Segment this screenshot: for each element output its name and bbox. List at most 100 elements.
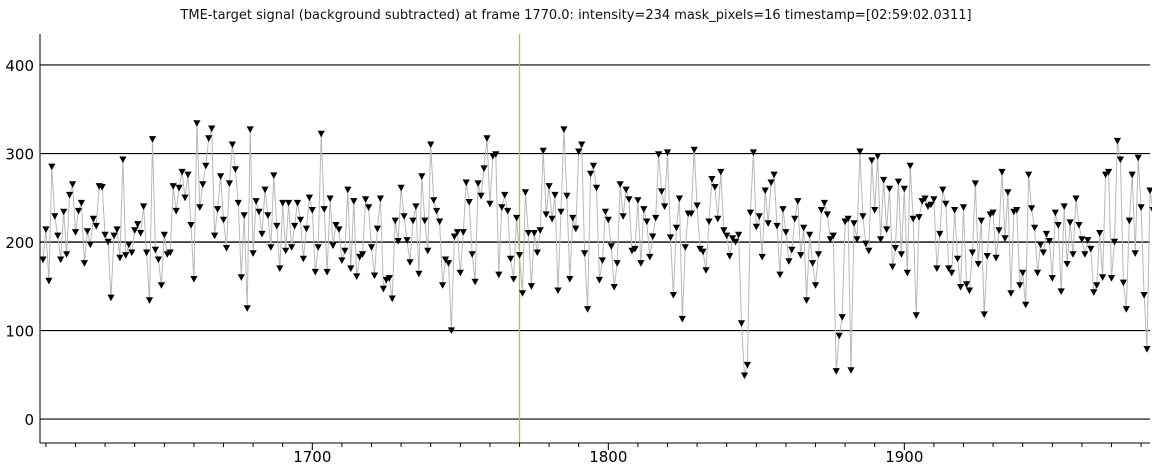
data-point-marker — [436, 218, 444, 226]
data-point-marker — [338, 257, 346, 264]
data-point-marker — [430, 197, 438, 204]
data-point-marker — [655, 151, 663, 158]
data-point-marker — [376, 195, 384, 203]
data-point-marker — [737, 320, 746, 327]
data-point-marker — [951, 207, 959, 214]
data-point-marker — [533, 249, 541, 257]
data-point-marker — [749, 149, 757, 156]
data-point-marker — [859, 213, 867, 220]
data-point-marker — [1054, 222, 1062, 229]
data-point-marker — [243, 305, 251, 312]
data-point-marker — [959, 204, 968, 211]
data-point-marker — [894, 178, 902, 186]
data-point-marker — [811, 282, 820, 289]
data-point-marker — [939, 186, 947, 194]
data-point-marker — [702, 267, 710, 274]
data-point-marker — [942, 200, 950, 208]
data-point-marker — [690, 146, 698, 154]
data-point-marker — [1096, 230, 1104, 237]
data-point-marker — [131, 227, 139, 234]
data-point-marker — [498, 204, 506, 211]
data-point-marker — [589, 162, 598, 170]
data-point-marker — [1140, 292, 1148, 299]
data-point-marker — [717, 168, 725, 176]
grid-layer — [40, 64, 1150, 420]
data-point-marker — [983, 253, 991, 260]
data-point-marker — [276, 265, 284, 272]
data-point-marker — [699, 248, 707, 256]
data-point-marker — [530, 230, 538, 237]
data-point-marker — [450, 233, 458, 241]
x-tick-label: 1900 — [885, 448, 923, 466]
data-point-marker — [1125, 217, 1133, 225]
data-point-marker — [601, 208, 609, 216]
data-point-marker — [279, 199, 287, 207]
data-point-marker — [1028, 205, 1036, 212]
data-point-marker — [1110, 238, 1119, 246]
data-point-marker — [365, 204, 373, 211]
data-point-marker — [1119, 279, 1127, 287]
data-point-marker — [1007, 290, 1015, 297]
data-point-marker — [1113, 137, 1121, 145]
data-point-marker — [853, 236, 861, 243]
data-point-marker — [57, 256, 65, 264]
data-point-marker — [293, 199, 302, 207]
data-point-marker — [394, 238, 402, 245]
data-point-marker — [1048, 275, 1056, 282]
data-point-marker — [954, 255, 962, 263]
data-point-marker — [1051, 209, 1059, 217]
data-point-marker — [649, 233, 657, 241]
data-point-marker — [631, 245, 639, 253]
data-point-marker — [474, 180, 482, 187]
data-point-marker — [1107, 275, 1116, 282]
data-point-marker — [190, 276, 198, 283]
data-point-marker — [646, 253, 654, 261]
data-point-marker — [906, 162, 914, 170]
data-point-marker — [723, 232, 731, 240]
data-point-marker — [613, 260, 621, 267]
data-point-marker — [329, 242, 337, 249]
data-point-marker — [625, 196, 633, 203]
data-point-marker — [962, 281, 971, 288]
data-point-marker — [326, 195, 334, 203]
data-point-marker — [575, 148, 583, 156]
data-point-marker — [557, 208, 565, 216]
data-point-marker — [545, 183, 553, 190]
data-point-marker — [77, 199, 85, 207]
data-point-marker — [193, 120, 201, 127]
data-point-marker — [101, 231, 109, 239]
data-point-marker — [1149, 207, 1152, 212]
y-tick-label: 0 — [24, 411, 34, 429]
data-point-marker — [1036, 241, 1045, 249]
data-point-marker — [441, 256, 450, 264]
data-point-marker — [584, 306, 592, 313]
data-point-marker — [128, 249, 136, 257]
data-point-marker — [652, 214, 660, 222]
line-layer — [42, 123, 1152, 376]
data-point-marker — [856, 148, 864, 156]
data-point-marker — [927, 201, 935, 209]
data-point-marker — [912, 312, 920, 319]
data-point-marker — [462, 179, 470, 187]
data-point-marker — [669, 292, 677, 299]
data-point-marker — [483, 135, 491, 142]
data-point-marker — [439, 282, 447, 289]
data-point-marker — [1013, 207, 1021, 214]
data-point-marker — [228, 141, 236, 149]
data-point-marker — [282, 247, 290, 255]
data-point-marker — [518, 290, 527, 297]
data-point-marker — [237, 274, 245, 281]
data-point-marker — [930, 196, 938, 203]
data-point-marker — [598, 257, 606, 264]
data-point-marker — [1131, 250, 1139, 257]
data-point-marker — [776, 271, 784, 279]
data-point-marker — [291, 222, 299, 230]
data-point-marker — [814, 251, 823, 258]
data-point-marker — [66, 191, 74, 199]
data-point-marker — [587, 170, 595, 178]
x-tick-label: 1700 — [293, 448, 331, 466]
data-point-marker — [261, 186, 269, 194]
data-point-marker — [794, 198, 802, 205]
data-point-marker — [178, 168, 186, 176]
data-point-marker — [323, 268, 331, 276]
